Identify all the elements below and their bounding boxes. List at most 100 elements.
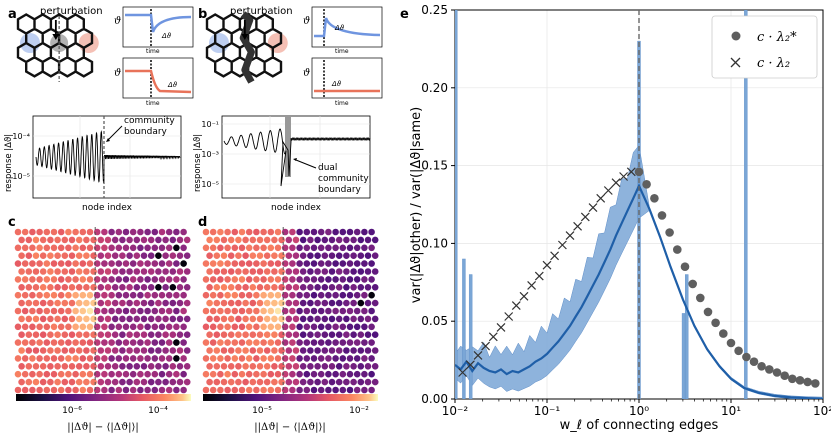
response-a-xlabel: node index [82,203,133,213]
node [328,363,336,370]
node [29,260,36,267]
node [285,378,293,386]
node [202,370,210,378]
node [108,228,115,236]
inset-a-top-curve [125,13,192,33]
node [209,291,217,299]
node [368,370,375,378]
node [238,370,246,378]
node [217,228,224,236]
ytick-label: 0.10 [421,236,448,250]
node [325,386,332,394]
node [144,386,151,394]
node [242,284,249,291]
node [332,386,339,394]
node [176,363,184,370]
node [299,331,307,339]
node [47,331,54,339]
node [267,386,275,394]
node [368,323,375,331]
node [176,252,184,259]
node [126,284,133,291]
node [68,268,76,275]
node [183,378,191,386]
node [350,252,357,259]
node [350,284,357,291]
node [245,339,253,346]
node [296,386,303,394]
node [364,378,372,386]
node [267,244,275,252]
node [101,370,108,378]
node [296,276,303,283]
node [209,307,217,315]
node [144,355,151,362]
node [39,268,47,275]
node [299,252,307,259]
node [155,268,162,275]
node [317,260,325,267]
node [231,228,239,236]
node [93,355,101,362]
node [65,228,72,236]
node [129,291,137,299]
node [335,299,343,307]
node [133,378,141,386]
node [217,323,224,331]
node [253,276,260,283]
node [14,355,22,362]
response-b-tick-0: 10⁻¹ [201,120,219,129]
node [75,315,83,323]
node [90,268,97,275]
node [147,331,155,339]
node [321,331,329,339]
node [314,315,321,323]
point-circle [803,377,812,387]
node [119,378,126,386]
node [209,323,217,331]
node [364,347,372,354]
node [180,307,187,315]
point-x [565,231,575,241]
node [371,236,379,244]
node [61,284,69,291]
node [32,284,40,291]
node [147,299,155,307]
node [321,363,329,370]
node [43,370,51,378]
point-x [504,312,514,321]
node [65,244,72,252]
panel-letter-d: d [198,215,207,230]
node [245,291,253,299]
node [260,386,267,394]
node [115,260,123,267]
node [361,355,368,362]
node [325,307,332,315]
node [371,299,379,307]
panel-a-title: perturbation [40,6,103,17]
node [101,339,108,346]
node [267,370,275,378]
node [220,363,228,370]
node [79,323,87,331]
node [176,299,184,307]
node [256,299,264,307]
node [173,386,180,394]
node [90,284,97,291]
node [299,268,307,275]
node [253,370,260,378]
node [292,347,300,354]
node [339,323,347,331]
node [14,339,22,346]
node [314,378,321,386]
panel-d: d 10⁻⁵ 10⁻² ||Δϑ| − ⟨|Δϑ|⟩| [198,215,379,433]
node [227,252,235,259]
node [289,339,296,346]
node [147,284,155,291]
node [122,386,130,394]
node [101,386,108,394]
node [206,378,213,386]
node [299,363,307,370]
node [285,331,293,339]
node [307,378,314,386]
